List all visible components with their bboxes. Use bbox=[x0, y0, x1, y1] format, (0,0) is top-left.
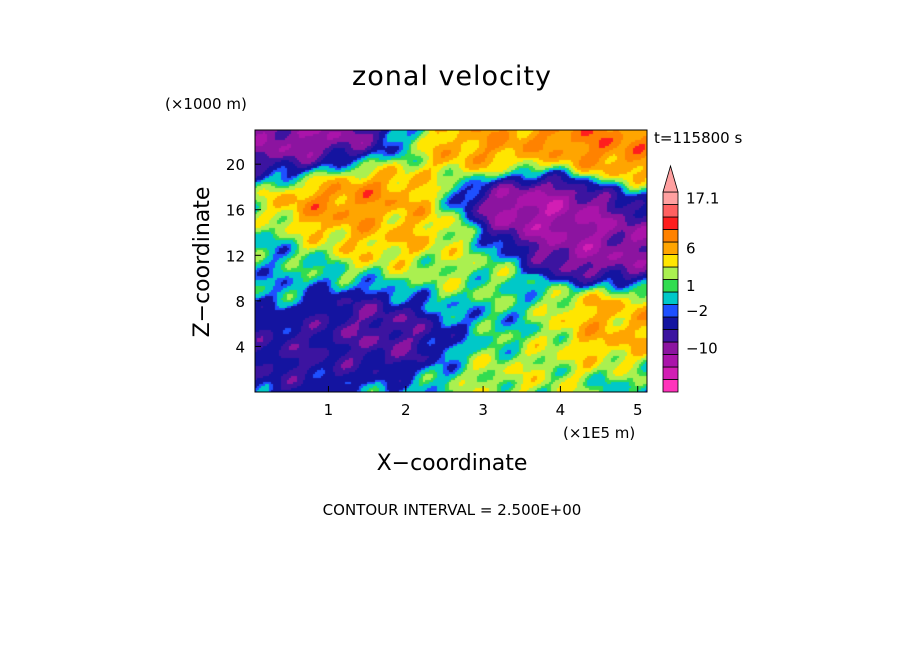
colorbar-segment bbox=[662, 191, 679, 205]
colorbar-segment bbox=[662, 204, 679, 218]
colorbar-segment bbox=[662, 254, 679, 268]
colorbar-segment bbox=[662, 366, 679, 380]
colorbar-segment bbox=[662, 379, 679, 393]
x-tick-label: 2 bbox=[401, 401, 411, 419]
contour-interval-note: CONTOUR INTERVAL = 2.500E+00 bbox=[323, 501, 582, 519]
colorbar-segment bbox=[662, 229, 679, 243]
colorbar-label: −10 bbox=[686, 339, 718, 357]
x-tick-label: 3 bbox=[478, 401, 488, 419]
y-tick-label: 8 bbox=[235, 293, 245, 311]
colorbar-segment bbox=[662, 279, 679, 293]
colorbar-segment bbox=[662, 291, 679, 305]
colorbar-segment bbox=[662, 316, 679, 330]
field-image bbox=[255, 130, 647, 392]
y-tick-label: 16 bbox=[226, 202, 245, 220]
colorbar-segment bbox=[662, 329, 679, 343]
chart-title: zonal velocity bbox=[352, 61, 552, 92]
colorbar-segment bbox=[662, 216, 679, 230]
y-tick-label: 4 bbox=[235, 338, 245, 356]
colorbar-segment bbox=[662, 341, 679, 355]
x-tick-label: 5 bbox=[633, 401, 643, 419]
y-tick-label: 20 bbox=[226, 156, 245, 174]
colorbar-label: 17.1 bbox=[686, 189, 719, 207]
x-tick-label: 1 bbox=[324, 401, 334, 419]
colorbar-segment bbox=[662, 354, 679, 368]
colorbar-label: −2 bbox=[686, 302, 708, 320]
y-axis-title: Z−coordinate bbox=[190, 187, 215, 338]
time-label: t=115800 s bbox=[654, 129, 742, 147]
velocity-field bbox=[255, 130, 647, 392]
colorbar-extend-arrow bbox=[662, 164, 679, 193]
x-scale-note: (×1E5 m) bbox=[563, 424, 635, 442]
colorbar-segment bbox=[662, 266, 679, 280]
x-tick-label: 4 bbox=[556, 401, 566, 419]
x-axis-title: X−coordinate bbox=[377, 451, 528, 476]
colorbar-labels: 17.1 6 1 −2 −10 bbox=[686, 189, 719, 357]
colorbar-label: 1 bbox=[686, 277, 696, 295]
colorbar bbox=[662, 164, 679, 393]
plot-frame bbox=[254, 129, 648, 393]
y-axis-ticks: 4 8 12 16 20 bbox=[226, 156, 261, 356]
x-axis-ticks: 1 2 3 4 5 bbox=[324, 386, 643, 419]
colorbar-segment bbox=[662, 241, 679, 255]
colorbar-label: 6 bbox=[686, 239, 696, 257]
colorbar-segment bbox=[662, 304, 679, 318]
y-tick-label: 12 bbox=[226, 247, 245, 265]
y-scale-note: (×1000 m) bbox=[165, 95, 247, 113]
